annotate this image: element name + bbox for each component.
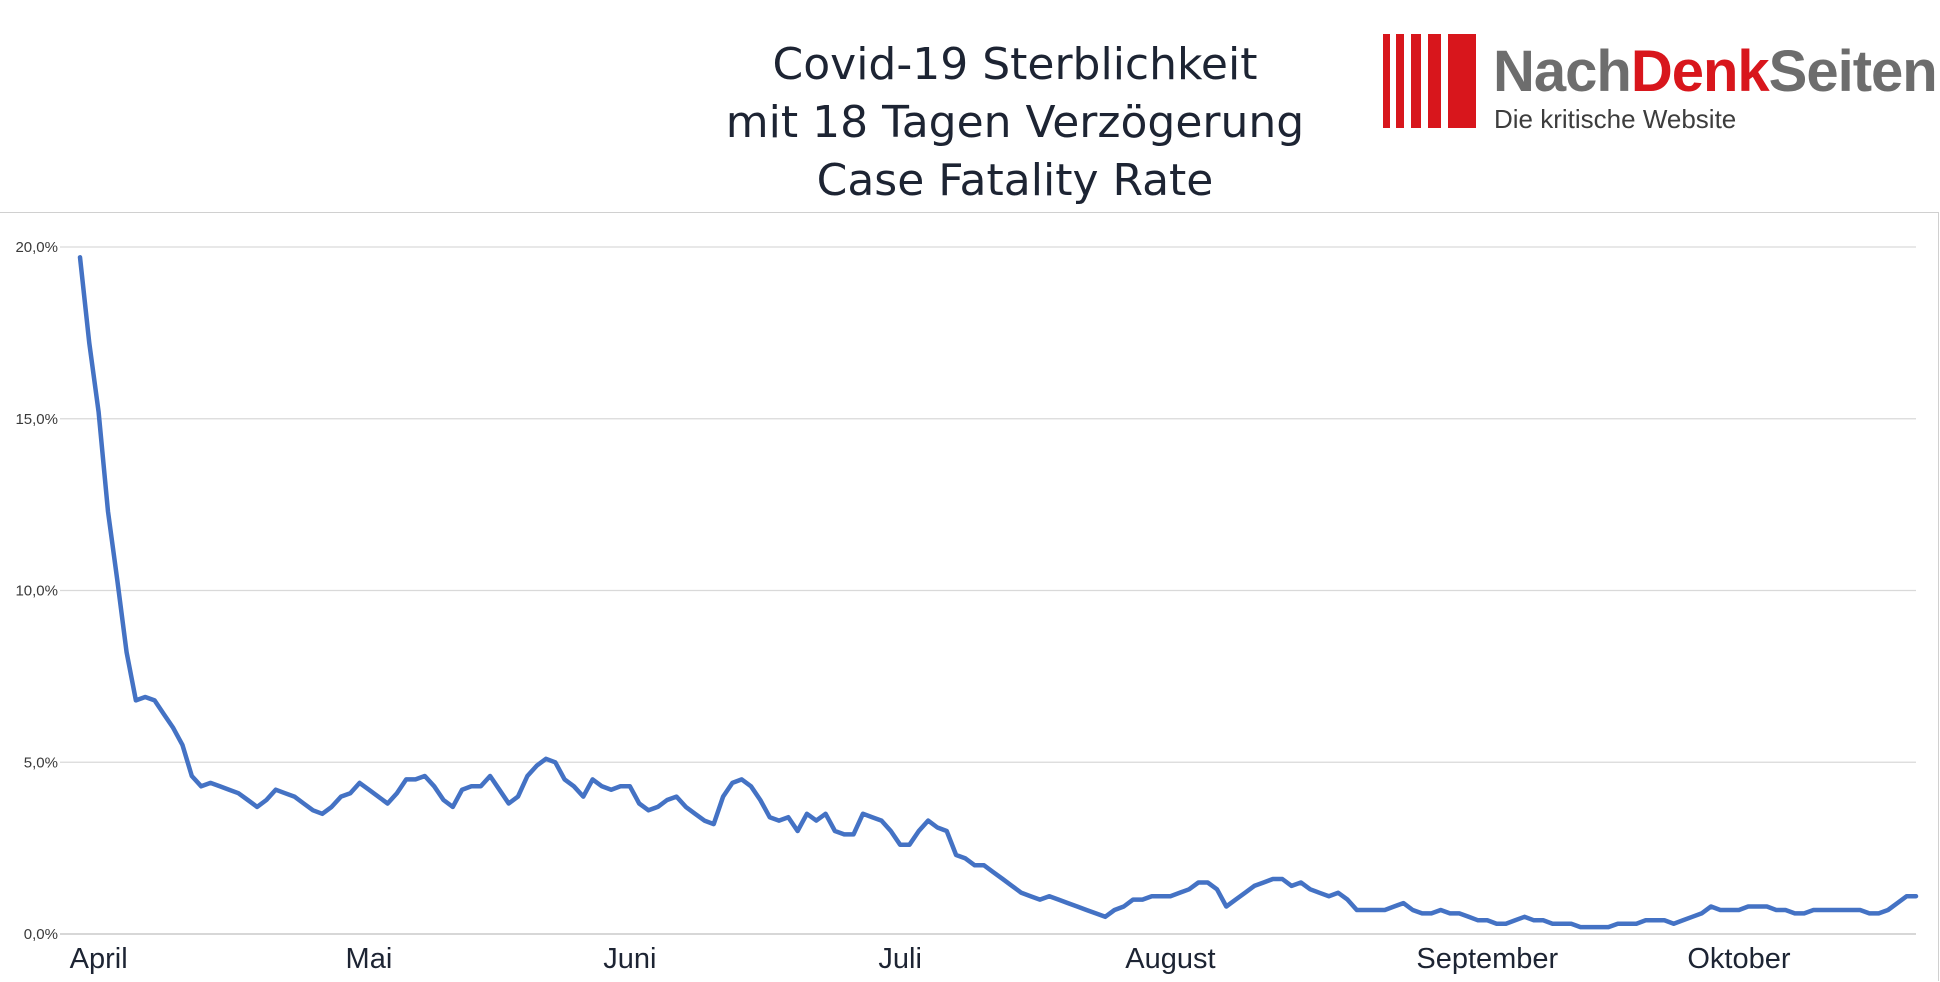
logo-bar bbox=[1448, 34, 1476, 128]
y-tick-label: 10,0% bbox=[15, 583, 58, 600]
y-tick-label: 0,0% bbox=[24, 926, 58, 943]
logo-wordmark: NachDenkSeiten bbox=[1493, 39, 1938, 104]
logo-bar bbox=[1396, 34, 1404, 128]
x-tick-label: Juli bbox=[878, 943, 922, 975]
x-tick-label: August bbox=[1125, 943, 1215, 975]
chart-title: Covid-19 Sterblichkeit mit 18 Tagen Verz… bbox=[640, 36, 1390, 210]
logo-tagline: Die kritische Website bbox=[1494, 104, 1737, 134]
logo-bar bbox=[1428, 34, 1441, 128]
y-tick-label: 5,0% bbox=[24, 754, 58, 771]
x-tick-label: April bbox=[70, 943, 128, 975]
logo-bar bbox=[1383, 34, 1390, 128]
y-tick-label: 20,0% bbox=[15, 239, 58, 256]
x-tick-label: September bbox=[1416, 943, 1558, 975]
title-line-1: Covid-19 Sterblichkeit bbox=[772, 39, 1258, 90]
logo-word-nach: Nach bbox=[1493, 39, 1632, 104]
x-tick-label: Oktober bbox=[1687, 943, 1790, 975]
series-line bbox=[77, 255, 1919, 930]
title-line-3: Case Fatality Rate bbox=[816, 155, 1214, 206]
logo-word-seiten: Seiten bbox=[1768, 39, 1938, 104]
nachdenkseiten-logo: NachDenkSeiten Die kritische Website bbox=[1383, 34, 1938, 134]
x-tick-label: Mai bbox=[346, 943, 393, 975]
y-tick-label: 15,0% bbox=[15, 411, 58, 428]
x-tick-label: Juni bbox=[603, 943, 656, 975]
chart-frame bbox=[0, 212, 1939, 981]
title-line-2: mit 18 Tagen Verzögerung bbox=[725, 97, 1305, 148]
logo-bars-icon bbox=[1383, 34, 1478, 128]
logo-word-denk: Denk bbox=[1630, 39, 1770, 104]
logo-bar bbox=[1411, 34, 1421, 128]
